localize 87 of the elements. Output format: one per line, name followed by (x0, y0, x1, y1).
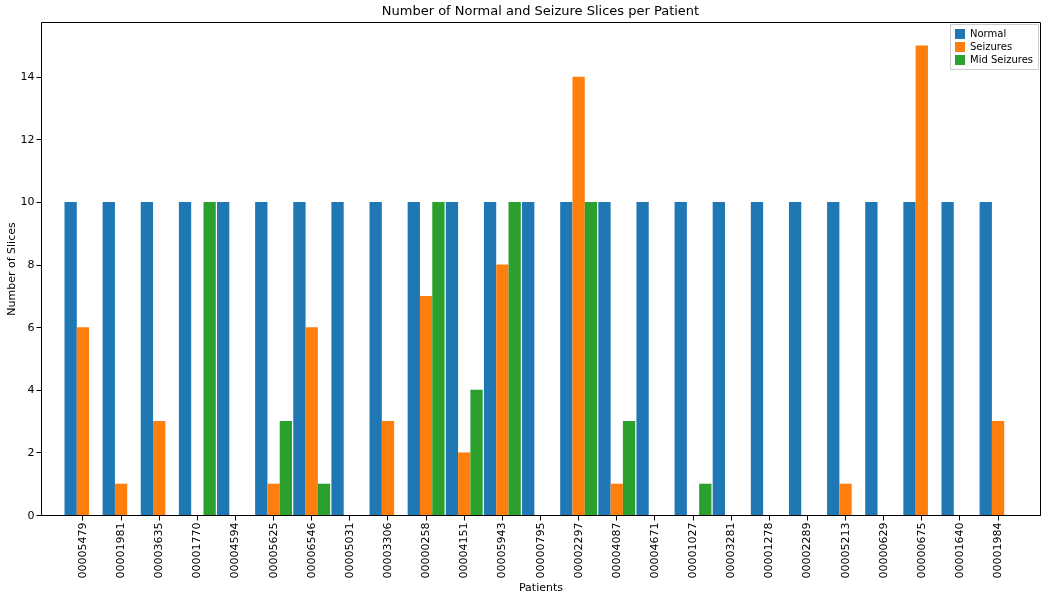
bar (114, 483, 128, 515)
bar (636, 201, 649, 515)
x-tick-label: 00000258 (419, 522, 433, 579)
bar (865, 201, 878, 515)
bar (839, 483, 852, 515)
bar (255, 201, 268, 515)
bar (267, 483, 280, 515)
x-tick-label: 00004151 (457, 522, 471, 579)
x-tick-label: 00004594 (228, 522, 242, 579)
x-tick-label: 00001027 (686, 522, 700, 579)
x-tick-label: 00005943 (495, 522, 509, 579)
legend-label: Seizures (970, 41, 1013, 52)
bar (788, 201, 802, 515)
y-tick-label: 14 (20, 70, 35, 84)
bar (203, 201, 216, 515)
x-tick-label: 00001640 (952, 522, 966, 579)
bar (217, 201, 230, 515)
bar (827, 201, 840, 515)
x-tick-label: 00005625 (266, 522, 280, 579)
chart-title: Number of Normal and Seizure Slices per Patient (381, 3, 700, 18)
bar (712, 201, 725, 515)
bar (522, 201, 535, 515)
y-tick-label: 8 (27, 258, 35, 272)
bar (508, 201, 521, 515)
bar (991, 421, 1005, 515)
x-tick-label: 00005031 (342, 522, 356, 579)
bar (445, 201, 459, 515)
x-tick-label: 00000795 (533, 522, 547, 579)
bar (369, 201, 382, 515)
bar (331, 201, 344, 515)
bar (941, 201, 954, 515)
legend-label: Mid Seizures (970, 54, 1034, 65)
x-tick-label: 00004087 (609, 522, 623, 579)
bar (598, 201, 611, 515)
bar (699, 483, 712, 515)
bar (76, 327, 90, 515)
x-tick-label: 00001278 (762, 522, 776, 579)
bar (496, 264, 509, 515)
x-tick-label: 00006546 (304, 522, 318, 579)
bar (622, 421, 636, 515)
x-tick-label: 00001984 (991, 522, 1005, 579)
bar (458, 452, 471, 515)
bar (381, 421, 395, 515)
x-tick-label: 00003635 (152, 522, 166, 579)
bar (979, 201, 992, 515)
bar (293, 201, 306, 515)
bar (140, 201, 154, 515)
bar (305, 327, 318, 515)
y-tick-label: 4 (27, 383, 35, 397)
bar (64, 201, 77, 515)
bar (584, 201, 598, 515)
y-tick-label: 12 (20, 132, 35, 146)
bar (560, 201, 573, 515)
bar (419, 295, 433, 515)
x-tick-label: 00005213 (838, 522, 852, 579)
bar (610, 483, 623, 515)
x-tick-label: 00001770 (190, 522, 204, 579)
x-tick-label: 00004671 (647, 522, 661, 579)
bar (750, 201, 764, 515)
x-tick-label: 00000629 (876, 522, 890, 579)
bar (470, 389, 483, 515)
y-tick-label: 10 (20, 195, 35, 209)
bar (903, 201, 916, 515)
bar (178, 201, 192, 515)
x-tick-label: 00002297 (571, 522, 585, 579)
x-tick-label: 00003281 (724, 522, 738, 579)
y-axis-title: Number of Slices (4, 222, 18, 316)
y-tick-label: 0 (27, 508, 35, 522)
legend-label: Normal (970, 28, 1007, 39)
x-tick-label: 00000675 (914, 522, 928, 579)
bar (915, 45, 928, 515)
bar (674, 201, 687, 515)
bar (153, 421, 166, 515)
bar (407, 201, 420, 515)
x-tick-label: 00003306 (380, 522, 394, 579)
bar (432, 201, 445, 515)
bar (483, 201, 497, 515)
bar (317, 483, 331, 515)
y-tick-label: 2 (27, 445, 35, 459)
bar (102, 201, 115, 515)
bar (572, 76, 585, 515)
x-axis-title: Patients (518, 581, 564, 595)
bar (279, 421, 293, 515)
x-tick-label: 00005479 (75, 522, 89, 579)
x-tick-label: 00001981 (114, 522, 128, 579)
y-tick-label: 6 (27, 320, 35, 334)
x-tick-label: 00002289 (800, 522, 814, 579)
